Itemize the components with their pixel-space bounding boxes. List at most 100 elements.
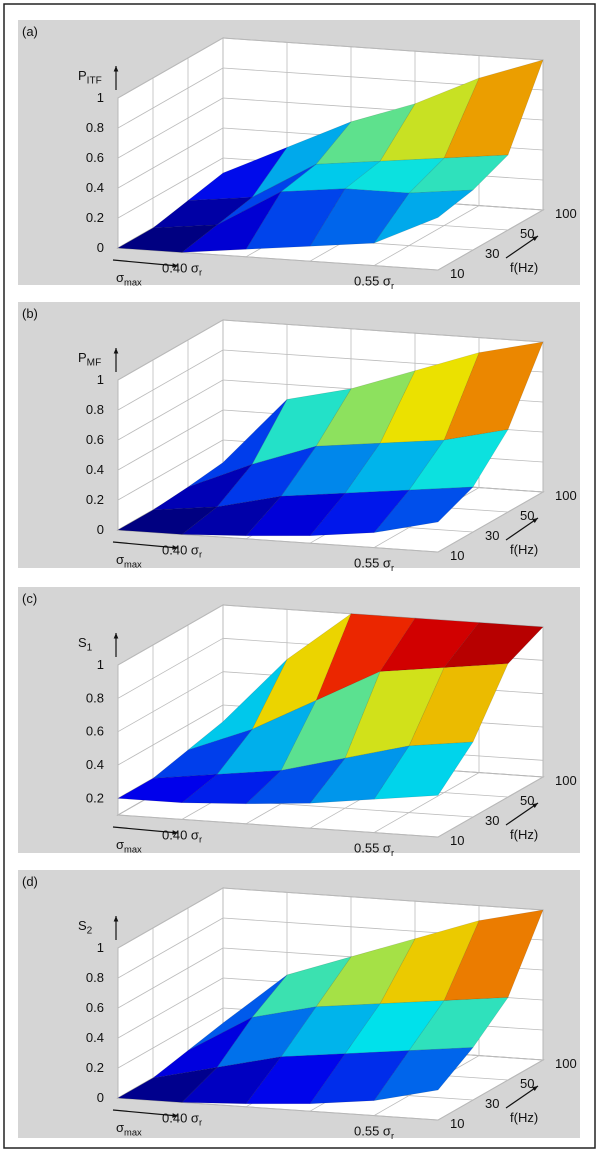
x-tick-label: 0.40 σr (162, 542, 202, 559)
z-axis-label: PMF (78, 350, 101, 369)
z-tick-label: 0 (97, 522, 104, 537)
z-axis-label-sub: MF (87, 358, 102, 369)
z-tick-label: 0.4 (86, 180, 104, 195)
grid-line (117, 67, 224, 129)
surface-patch (309, 489, 410, 537)
f-tick-label: 100 (555, 488, 577, 503)
f-tick-label: 10 (450, 1116, 464, 1131)
z-axis-label-sub: 2 (87, 926, 93, 937)
x-tick-label-sub: r (199, 1118, 202, 1128)
z-tick-label: 0.2 (86, 1060, 104, 1075)
panel-label: (a) (22, 24, 38, 39)
x-tick-label: 0.40 σr (162, 260, 202, 277)
arrow-shaft (112, 826, 179, 834)
f-axis-label: f(Hz) (510, 827, 538, 842)
x-tick-label-sub: r (391, 281, 394, 291)
floor-grid-line (373, 772, 480, 833)
floor-grid-line (437, 1059, 544, 1121)
grid-line (117, 409, 224, 471)
x-tick-label-main: 0.40 σ (162, 542, 199, 557)
grid-line (117, 637, 224, 699)
x-axis-label: σmax (116, 270, 142, 287)
surface-patch (151, 463, 253, 511)
arrow-shaft (112, 259, 179, 267)
x-axis-label-main: σ (116, 552, 124, 567)
x-tick-label-main: 0.40 σ (162, 827, 199, 842)
surface-patch (116, 1066, 218, 1103)
grid-line (117, 157, 224, 219)
grid-line (117, 127, 224, 189)
surface-patch (373, 189, 474, 244)
grid-line (117, 379, 224, 441)
z-tick-label: 0.6 (86, 150, 104, 165)
f-tick-label: 50 (520, 226, 534, 241)
f-tick-label: 50 (520, 793, 534, 808)
x-axis-label: σmax (116, 837, 142, 854)
x-tick-label: 0.55 σr (354, 556, 394, 573)
z-axis-label-main: S (78, 918, 87, 933)
surface-patch (280, 1003, 381, 1058)
z-tick-label: 0.2 (86, 790, 104, 805)
panel-label: (d) (22, 874, 38, 889)
surface-patch (408, 663, 509, 747)
arrow-head (532, 236, 538, 242)
surface-patch (344, 439, 445, 494)
arrow-shaft (505, 235, 539, 259)
z-tick-label: 0.6 (86, 432, 104, 447)
x-tick-label-sub: r (199, 268, 202, 278)
x-tick-label-main: 0.40 σ (162, 1110, 199, 1125)
floor-grid-line (373, 205, 480, 266)
grid-line (117, 887, 224, 949)
surface-patch (280, 442, 381, 497)
x-tick-label-sub: r (391, 1131, 394, 1141)
surface-patch (309, 188, 410, 247)
x-axis-label-main: σ (116, 270, 124, 285)
floor-grid-line (437, 491, 544, 553)
grid-line (117, 947, 224, 1009)
x-axis-label-sub: max (124, 559, 142, 569)
z-axis-label-main: S (78, 635, 87, 650)
z-tick-label: 0.4 (86, 757, 104, 772)
grid-line (117, 704, 224, 766)
z-axis-label-main: P (78, 68, 87, 83)
grid-line (222, 319, 544, 343)
grid-line (117, 604, 224, 666)
surface-patch (315, 938, 416, 1008)
grid-line (117, 319, 224, 381)
surface-patch (379, 77, 480, 162)
z-tick-label: 1 (97, 657, 104, 672)
grid-line (222, 887, 544, 911)
arrow-shaft (505, 517, 539, 541)
arrow-head (113, 916, 119, 922)
arrow-shaft (505, 1085, 539, 1109)
arrow-head (113, 66, 119, 72)
f-tick-label: 30 (485, 1096, 499, 1111)
z-tick-label: 0 (97, 1090, 104, 1105)
grid-line (222, 37, 544, 61)
x-tick-label: 0.40 σr (162, 827, 202, 844)
arrow-head (172, 545, 178, 550)
floor-grid-line (437, 209, 544, 271)
arrow-head (113, 633, 119, 639)
x-tick-label-sub: r (199, 835, 202, 845)
surface-patch (315, 370, 416, 447)
surface-patch (379, 352, 480, 444)
f-axis-label: f(Hz) (510, 1110, 538, 1125)
surface-patch (116, 224, 218, 253)
z-axis-label: S1 (78, 635, 93, 654)
f-tick-label: 10 (450, 548, 464, 563)
floor-grid-line (437, 776, 544, 838)
x-axis-label-sub: max (124, 1127, 142, 1137)
panel-label: (b) (22, 306, 38, 321)
surface-patch (245, 492, 346, 537)
grid-line (117, 671, 224, 733)
surface-patch (116, 774, 218, 804)
arrow-head (113, 348, 119, 354)
x-axis-label-main: σ (116, 837, 124, 852)
surface-patch (344, 157, 445, 194)
z-tick-label: 1 (97, 90, 104, 105)
arrow-shaft (112, 541, 179, 549)
x-axis-label-sub: max (124, 844, 142, 854)
z-axis-label-sub: 1 (87, 643, 93, 654)
